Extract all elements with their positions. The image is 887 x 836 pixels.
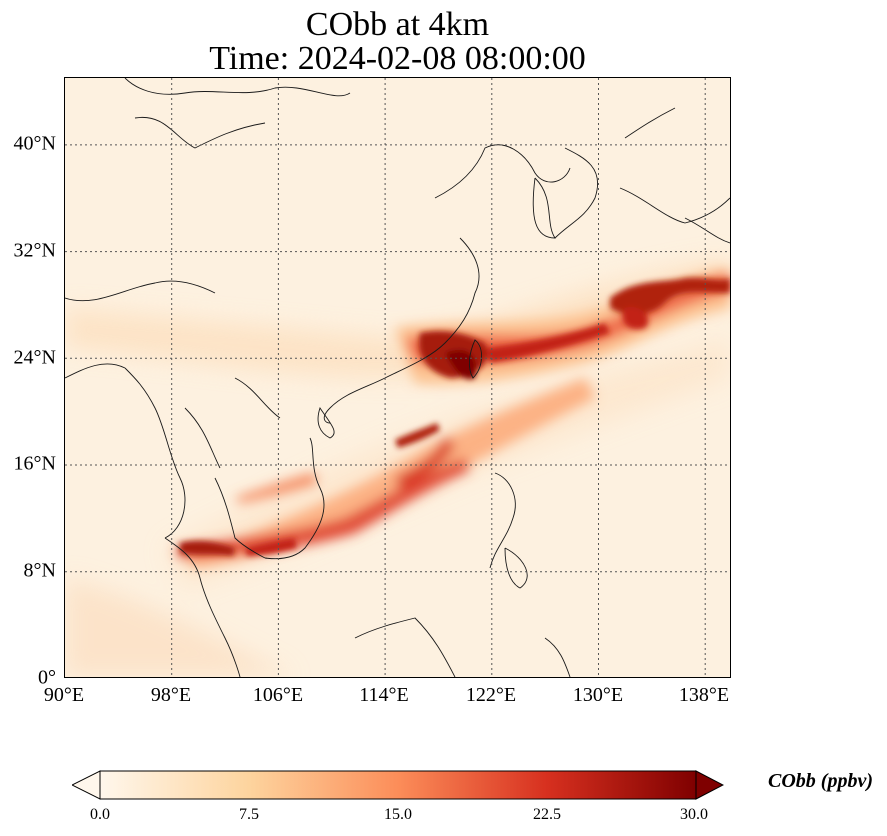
colorbar-tick-label: 30.0 — [680, 806, 708, 823]
x-tick-label: 98°E — [150, 684, 192, 706]
colorbar-tick-label: 15.0 — [384, 806, 412, 823]
colorbar-min-extend — [72, 770, 101, 800]
y-tick-label: 24°N — [13, 346, 56, 369]
x-tick-label: 90°E — [43, 684, 85, 706]
y-tick-label: 16°N — [13, 452, 56, 475]
x-tick-label: 122°E — [465, 684, 517, 706]
colorbar-max-extend — [695, 770, 724, 800]
colorbar-label: CObb (ppbv) — [768, 770, 873, 792]
y-tick-label: 32°N — [13, 239, 56, 262]
x-tick-label: 130°E — [572, 684, 624, 706]
x-tick-label: 138°E — [678, 684, 730, 706]
map-title-line1: CObb at 4km — [305, 6, 490, 43]
x-tick-label: 106°E — [252, 684, 304, 706]
map-title-line2: Time: 2024-02-08 08:00:00 — [209, 40, 586, 77]
y-tick-label: 0° — [38, 666, 56, 689]
map-panel — [64, 77, 731, 678]
co-plume-core — [180, 277, 730, 556]
colorbar-tick-label: 0.0 — [90, 806, 110, 823]
y-tick-label: 8°N — [23, 559, 56, 582]
coastlines — [65, 78, 730, 677]
map-canvas — [65, 78, 730, 677]
gridlines — [65, 78, 730, 677]
colorbar-tick-label: 7.5 — [239, 806, 259, 823]
colorbar-tick-label: 22.5 — [533, 806, 561, 823]
colorbar — [72, 770, 724, 800]
x-tick-label: 114°E — [359, 684, 409, 706]
colorbar-gradient — [99, 770, 697, 800]
y-tick-label: 40°N — [13, 132, 56, 155]
